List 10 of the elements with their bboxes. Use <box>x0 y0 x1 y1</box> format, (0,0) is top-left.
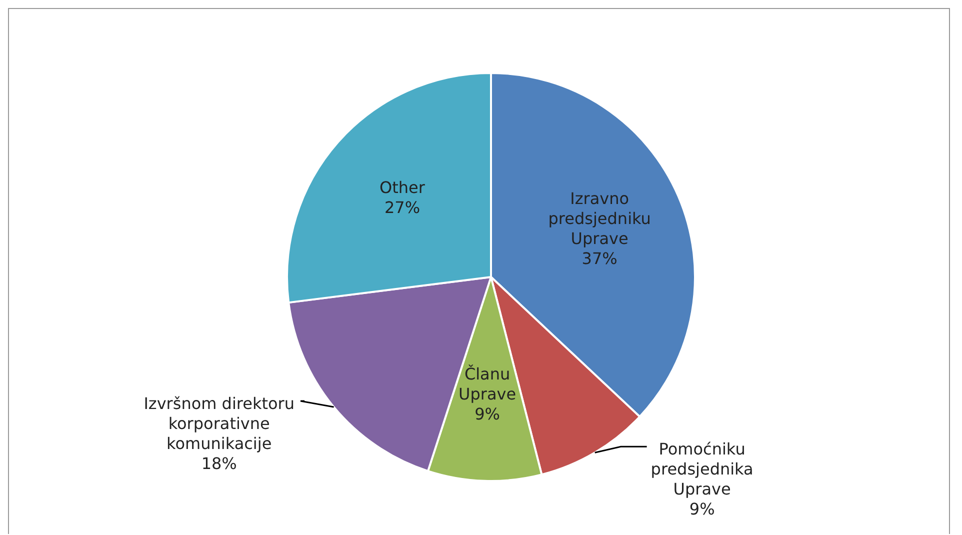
slice-label: Pomoćniku predsjednika Uprave <box>650 440 754 499</box>
slice-label: Članu Uprave <box>458 364 516 404</box>
slice-label: Izravno predsjedniku Uprave <box>548 189 651 248</box>
data-label: 37% <box>582 249 618 268</box>
data-label: 27% <box>384 198 420 217</box>
data-label: 9% <box>474 404 500 424</box>
slice-label: Other <box>380 178 426 197</box>
data-label: 18% <box>201 454 237 474</box>
data-label: 9% <box>689 500 715 519</box>
slice-label: Izvršnom direktoru korporativne komunikacije <box>144 394 295 454</box>
